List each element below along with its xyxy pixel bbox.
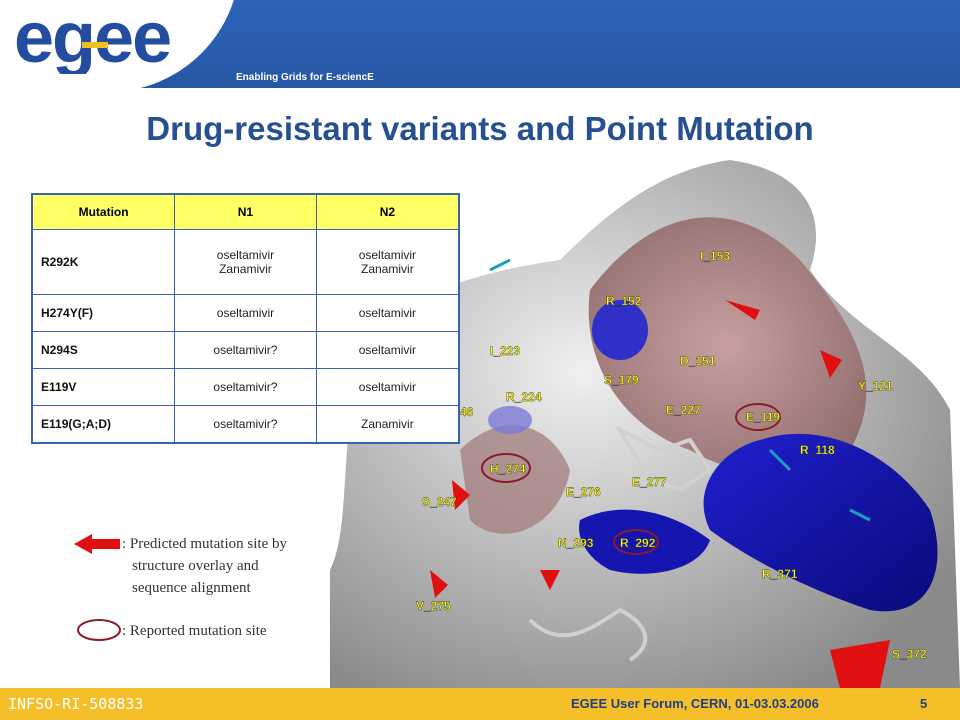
residue-label: R_118 — [800, 443, 835, 457]
residue-label: R_224 — [506, 390, 542, 404]
n1-cell: oseltamivir — [174, 294, 317, 332]
egee-logo: egee — [14, 8, 172, 74]
residue-label: R_371 — [762, 567, 798, 581]
table-row: N294S oseltamivir? oseltamivir — [31, 331, 460, 369]
header-banner: egee Enabling Grids for E-sciencE — [0, 0, 960, 92]
mutation-cell: E119(G;A;D) — [31, 405, 176, 444]
n1-cell: oseltamivir Zanamivir — [174, 229, 317, 295]
n2-cell: oseltamivir Zanamivir — [315, 229, 460, 295]
table-row: H274Y(F) oseltamivir oseltamivir — [31, 294, 460, 332]
tagline: Enabling Grids for E-sciencE — [236, 72, 374, 83]
table-row: E119(G;A;D) oseltamivir? Zanamivir — [31, 405, 460, 444]
footer-event: EGEE User Forum, CERN, 01-03.03.2006 — [571, 696, 819, 711]
svg-text:egee: egee — [14, 8, 170, 74]
residue-label: 46 — [460, 405, 474, 419]
n2-cell: oseltamivir — [315, 331, 460, 369]
residue-label: I_223 — [490, 344, 520, 358]
residue-label: R_152 — [606, 294, 642, 308]
legend-arrow-text-2: structure overlay and — [132, 558, 259, 574]
drug-name: Zanamivir — [361, 262, 414, 276]
red-arrow-icon — [74, 534, 120, 554]
table-header-row: Mutation N1 N2 — [31, 193, 460, 230]
residue-label: H_274 — [490, 462, 526, 476]
residue-label: E_227 — [666, 403, 701, 417]
residue-label: E_119 — [746, 410, 780, 424]
drug-name: oseltamivir — [216, 248, 275, 262]
n2-cell: Zanamivir — [315, 405, 460, 444]
n2-cell: oseltamivir — [315, 368, 460, 406]
table-row: R292K oseltamivir Zanamivir oseltamivir … — [31, 229, 460, 295]
n1-cell: oseltamivir? — [174, 405, 317, 444]
n1-cell: oseltamivir? — [174, 368, 317, 406]
residue-label: E_276 — [566, 485, 601, 499]
reported-site-ellipse-icon — [77, 619, 121, 641]
residue-label: D_151 — [680, 354, 716, 368]
page-number: 5 — [920, 696, 928, 711]
drug-name: oseltamivir — [358, 248, 417, 262]
protein-surface-image: I_153 R_152 I_223 D_151 S_179 Y_121 R_22… — [330, 160, 960, 688]
mutation-cell: N294S — [31, 331, 176, 369]
legend-arrow-text-3: sequence alignment — [132, 580, 251, 596]
residue-label: N_293 — [558, 536, 594, 550]
mutation-cell: R292K — [31, 229, 176, 295]
residue-label: E_277 — [632, 475, 667, 489]
mutation-cell: H274Y(F) — [31, 294, 176, 332]
slide-title: Drug-resistant variants and Point Mutati… — [146, 110, 814, 147]
footer-project-id: INFSO-RI-508833 — [8, 695, 144, 713]
column-header-n2: N2 — [315, 193, 460, 230]
column-header-mutation: Mutation — [31, 193, 176, 230]
n1-cell: oseltamivir? — [174, 331, 317, 369]
column-header-n1: N1 — [174, 193, 317, 230]
residue-label: R_292 — [620, 536, 656, 550]
table-row: E119V oseltamivir? oseltamivir — [31, 368, 460, 406]
legend-circle-text: : Reported mutation site — [122, 623, 267, 639]
mutation-table: Mutation N1 N2 R292K oseltamivir Zanamiv… — [31, 193, 460, 444]
residue-label: Y_121 — [858, 379, 893, 393]
residue-label: S_372 — [892, 647, 927, 661]
residue-label: V_275 — [416, 599, 451, 613]
drug-name: Zanamivir — [219, 262, 272, 276]
n2-cell: oseltamivir — [315, 294, 460, 332]
residue-label: I_153 — [700, 249, 730, 263]
legend-arrow-text-1: : Predicted mutation site by — [122, 536, 287, 552]
residue-label: S_179 — [604, 373, 639, 387]
footer-bar: INFSO-RI-508833 EGEE User Forum, CERN, 0… — [0, 688, 960, 720]
mutation-cell: E119V — [31, 368, 176, 406]
residue-label: S_247 — [422, 495, 457, 509]
